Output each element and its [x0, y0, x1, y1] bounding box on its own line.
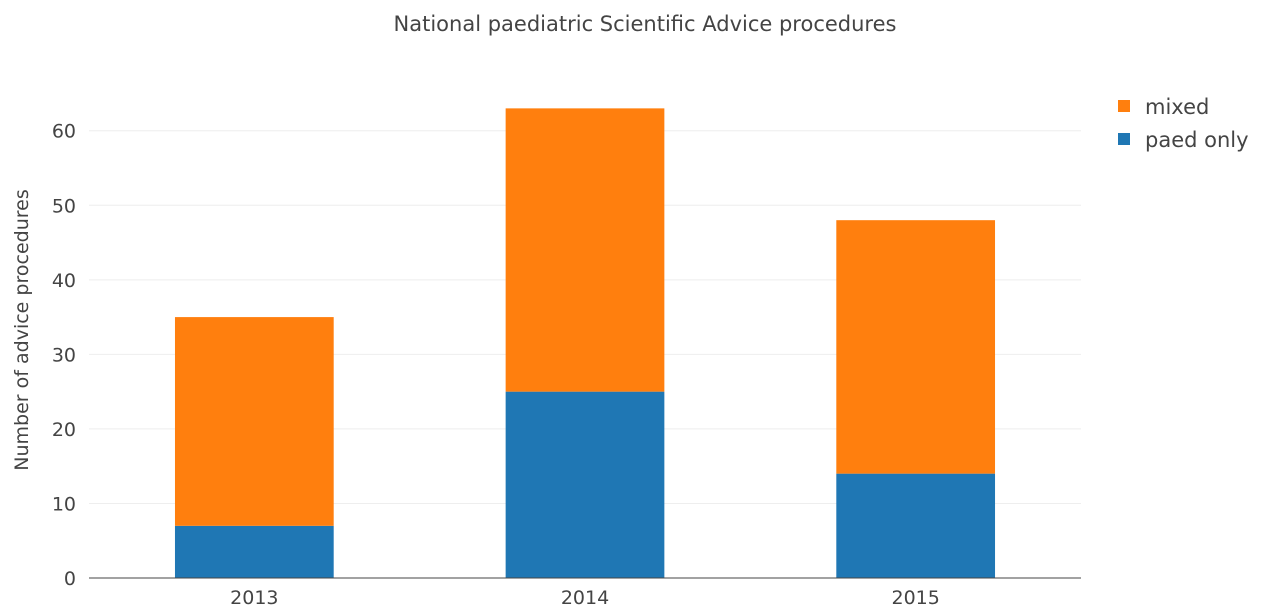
legend: mixed paed only	[1118, 95, 1249, 152]
x-tick-labels: 2013 2014 2015	[230, 587, 940, 608]
bar-paed-only-2013	[174, 525, 334, 578]
x-tick-label: 2014	[561, 587, 609, 608]
legend-label-mixed: mixed	[1145, 95, 1209, 119]
y-tick-label: 20	[52, 419, 76, 441]
bar-mixed-2013	[174, 317, 334, 526]
bar-mixed-2014	[505, 108, 665, 392]
chart-title: National paediatric Scientific Advice pr…	[394, 12, 897, 36]
y-tick-labels: 0 10 20 30 40 50 60	[52, 121, 76, 590]
bars	[174, 108, 996, 578]
y-tick-label: 10	[52, 493, 76, 515]
legend-swatch-paed-only	[1118, 133, 1130, 145]
y-tick-label: 30	[52, 344, 76, 366]
x-tick-label: 2013	[230, 587, 278, 608]
y-tick-label: 50	[52, 195, 76, 217]
y-axis-label: Number of advice procedures	[11, 189, 33, 470]
bar-paed-only-2015	[836, 473, 996, 578]
bar-mixed-2015	[836, 220, 996, 474]
legend-label-paed-only: paed only	[1145, 128, 1249, 152]
y-tick-label: 60	[52, 121, 76, 143]
bar-paed-only-2014	[505, 391, 665, 578]
x-tick-label: 2015	[891, 587, 939, 608]
y-tick-label: 0	[64, 568, 76, 590]
legend-swatch-mixed	[1118, 100, 1130, 112]
y-tick-label: 40	[52, 270, 76, 292]
